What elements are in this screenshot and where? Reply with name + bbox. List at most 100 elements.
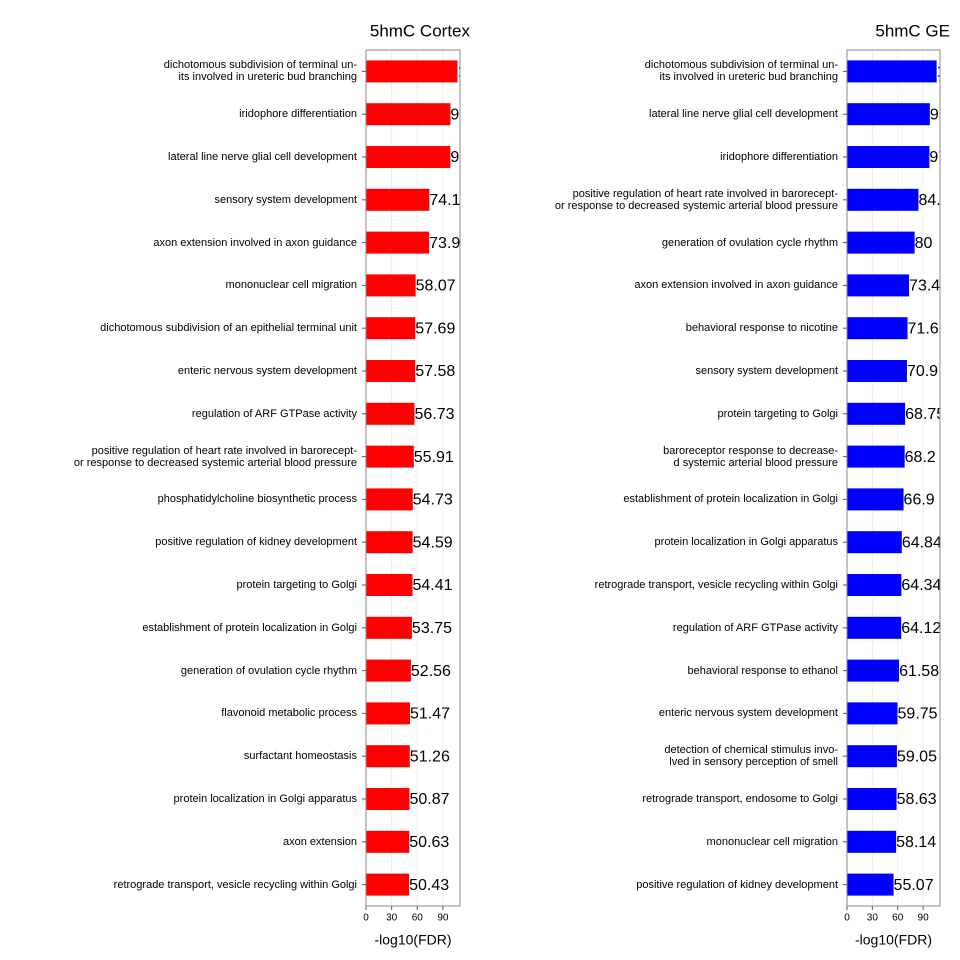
bar [366,146,451,168]
value-label: 55.07 [894,877,934,894]
y-tick-label: protein targeting to Golgi [236,579,357,591]
value-label: 55.91 [414,449,454,466]
y-tick-label: positive regulation of kidney developmen… [636,878,838,891]
bar [847,788,897,810]
y-tick-label: positive regulation of kidney developmen… [155,536,357,549]
bar [366,702,410,725]
value-label: 73.9 [429,235,460,252]
y-tick-label: regulation of ARF GTPase activity [191,407,357,420]
value-label: 58.63 [897,791,937,808]
y-tick-label: dichotomous subdivision of an epithelial… [100,322,357,335]
y-tick-label: surfactant homeostasis [243,750,357,763]
bar [366,360,416,382]
bar [366,531,413,554]
y-tick-label: enteric nervous system development [177,365,357,377]
y-tick-label: iridophore differentiation [720,151,838,163]
bar [847,360,907,382]
bar [847,873,894,896]
chart-title: 5hmC GE [875,21,950,40]
bar [847,274,910,297]
panel [366,50,460,906]
value-label: 80 [915,235,933,252]
bar [847,402,906,425]
value-label: 70.9 [907,363,938,380]
x-tick-label: 90 [918,913,930,924]
bar [366,574,413,596]
bar [366,188,430,211]
value-label: 61.58 [899,663,939,680]
y-tick-label: iridophore differentiation [239,108,357,121]
value-label: 73.4 [909,278,940,295]
plot: 106 98 97.5 84.5 80 73.4 71.6 70.9 68.75 68.2 66.9… [847,60,960,896]
y-tick-label: mononuclear cell migration [706,835,838,848]
bar [847,231,915,254]
y-tick-label: dichotomous subdivision of terminal un- … [163,59,357,84]
y-tick-label: sensory system development [695,365,838,377]
bar [366,745,410,768]
value-label: 50.43 [409,877,449,894]
y-tick-label: establishment of protein localization in… [623,493,838,506]
value-label: 51.26 [410,748,450,765]
y-tick-label: axon extension involved in axon guidance [153,236,357,249]
y-tick-label: baroreceptor response to decrease- d sys… [663,444,838,469]
value-label: 54.41 [412,577,452,594]
value-label: 54.73 [413,492,453,509]
bar [366,60,458,83]
x-axis-title: -log10(FDR) [374,932,451,948]
y-tick-label: regulation of ARF GTPase activity [672,621,838,634]
bar [847,60,937,83]
bar [847,531,902,554]
bar [847,616,902,639]
value-label: 64.34 [901,577,941,594]
value-label: 64.84 [902,534,942,551]
value-label: 59.05 [897,748,937,765]
bar [847,659,900,682]
value-label: 52.56 [411,663,451,680]
bar [847,188,919,211]
bar [366,402,415,425]
bar [847,574,902,596]
panel [847,50,940,906]
bar [847,103,930,126]
x-tick-label: 0 [363,913,369,924]
bar [847,317,908,340]
bar [366,103,451,126]
x-tick-label: 30 [386,913,398,924]
value-label: 50.63 [409,834,449,851]
y-tick-label: positive regulation of heart rate involv… [73,444,357,469]
y-tick-label: retrograde transport, endosome to Golgi [642,793,838,805]
y-tick-label: generation of ovulation cycle rhythm [180,664,357,677]
value-label: 57.58 [415,363,455,380]
x-tick-label: 30 [867,913,879,924]
x-axis-title: -log10(FDR) [855,932,932,948]
value-label: 107.1 [458,64,498,81]
y-tick-label: generation of ovulation cycle rhythm [661,236,838,249]
y-tick-label: establishment of protein localization in… [142,621,357,634]
plot: 107.1 98.8 98.7 74.1 73.9 58.07 57.69 57.58 56.7… [366,60,498,896]
value-label: 98.8 [450,106,481,123]
bar [366,873,410,896]
y-tick-label: enteric nervous system development [658,707,838,720]
y-tick-label: retrograde transport, vesicle recycling … [113,878,357,891]
panel-border [846,49,941,907]
bar [847,830,897,853]
chart-title: 5hmC Cortex [370,21,471,40]
y-tick-label: protein localization in Golgi apparatus [654,536,838,549]
value-label: 106 [937,64,960,81]
value-label: 50.87 [409,791,449,808]
y-tick-label: behavioral response to nicotine [685,322,838,335]
bar [366,274,416,297]
y-tick-label: axon extension [283,835,357,848]
value-label: 97.5 [929,149,960,166]
x-tick-label: 60 [412,913,424,924]
bar [366,830,410,853]
bar [366,616,412,639]
y-tick-label: lateral line nerve glial cell developmen… [168,151,357,163]
y-tick-label: behavioral response to ethanol [687,664,838,677]
value-label: 58.14 [896,834,936,851]
value-label: 71.6 [908,320,939,337]
value-label: 56.73 [414,406,454,423]
y-tick-label: detection of chemical stimulus invo- lve… [664,744,838,769]
